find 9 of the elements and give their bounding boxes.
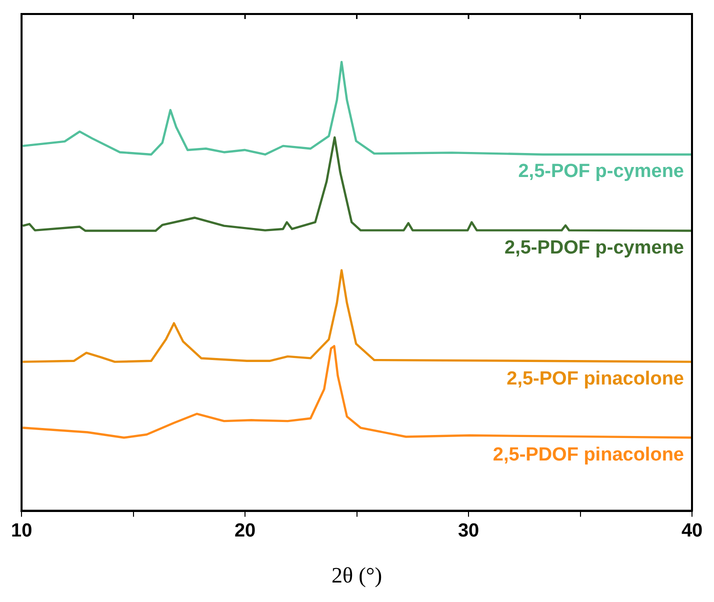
x-tick-label: 40 <box>681 520 703 542</box>
x-tick-label: 30 <box>458 520 480 542</box>
series-label: 2,5-POF p-cymene <box>518 161 684 182</box>
series-label: 2,5-PDOF p-cymene <box>504 237 684 258</box>
x-tick-label: 10 <box>10 520 32 542</box>
series-label: 2,5-POF pinacolone <box>506 368 684 390</box>
x-tick-label: 20 <box>234 520 256 542</box>
series-label: 2,5-PDOF pinacolone <box>492 444 684 466</box>
x-axis-title: 2θ (°) <box>332 562 382 588</box>
